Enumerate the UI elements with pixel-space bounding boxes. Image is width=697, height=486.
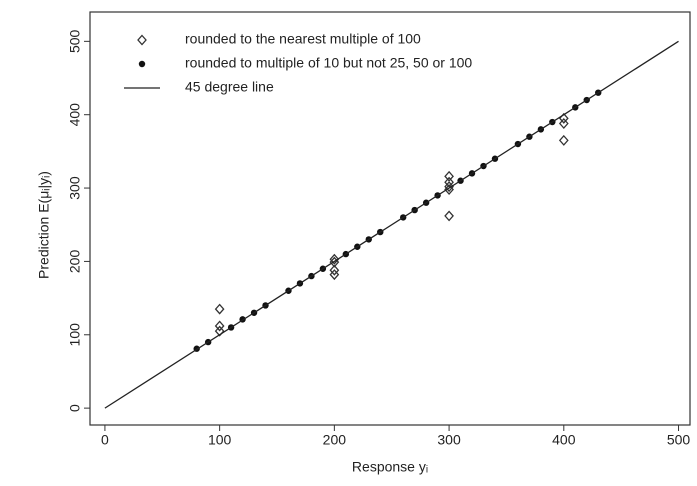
y-tick-label: 100 <box>67 323 83 347</box>
x-tick-label: 200 <box>323 432 347 448</box>
data-point <box>444 184 454 196</box>
data-point <box>444 210 454 222</box>
y-tick-label: 500 <box>67 29 83 53</box>
data-point <box>329 269 340 281</box>
y-tick-label: 300 <box>67 176 83 200</box>
data-point <box>214 303 225 315</box>
data-point <box>214 320 225 332</box>
data-point <box>329 253 340 265</box>
x-tick-label: 500 <box>667 432 691 448</box>
reference-line <box>104 40 679 409</box>
plot-frame <box>89 11 691 426</box>
data-point <box>558 134 569 146</box>
legend-symbol <box>138 60 146 68</box>
x-tick-label: 0 <box>101 432 109 448</box>
legend-label: rounded to the nearest multiple of 100 <box>185 31 421 47</box>
y-tick-label: 0 <box>67 404 83 412</box>
data-point <box>444 181 454 193</box>
data-point <box>558 118 569 129</box>
data-point <box>329 264 340 276</box>
x-tick-label: 300 <box>437 432 461 448</box>
legend-symbol <box>137 34 147 46</box>
x-tick-label: 400 <box>552 432 576 448</box>
x-axis-label: Response yᵢ <box>352 459 428 475</box>
x-tick-label: 100 <box>208 432 232 448</box>
y-tick-label: 400 <box>67 103 83 127</box>
data-point <box>444 170 454 182</box>
y-axis-label: Prediction E(μᵢ|yᵢ) <box>36 171 52 279</box>
legend-label: 45 degree line <box>185 79 274 95</box>
data-point <box>444 176 454 188</box>
data-point <box>214 325 225 337</box>
legend-label: rounded to multiple of 10 but not 25, 50… <box>185 55 472 71</box>
y-tick-label: 200 <box>67 250 83 274</box>
